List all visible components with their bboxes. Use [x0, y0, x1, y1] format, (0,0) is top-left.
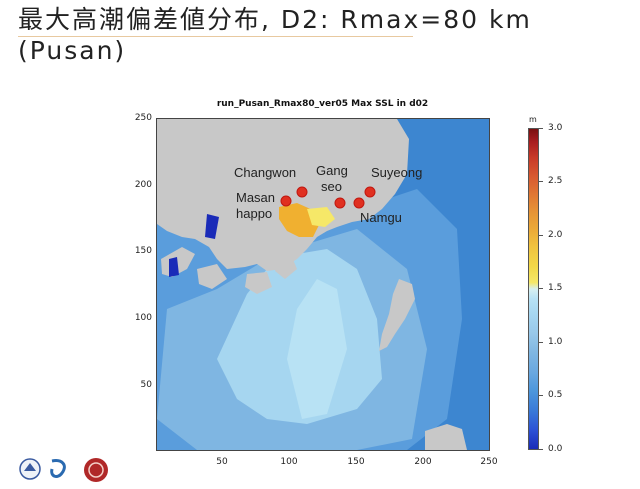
slide-title-line1: 最大高潮偏差値分布, D2: Rmax=80 km	[18, 5, 532, 34]
colorbar-tickmark	[538, 288, 543, 289]
land-island	[197, 264, 227, 289]
x-tick: 150	[347, 457, 365, 467]
label-gang: Gang	[316, 163, 348, 178]
colorbar	[528, 128, 539, 450]
colorbar-tick: 3.0	[548, 123, 563, 133]
marker-namgu	[353, 197, 365, 209]
y-tick: 150	[134, 246, 152, 256]
x-tick: 50	[216, 457, 228, 467]
surge-low-pocket	[169, 257, 179, 277]
marker-gangseo	[334, 197, 346, 209]
y-tick: 50	[140, 380, 152, 390]
label-suyeong: Suyeong	[371, 165, 423, 180]
colorbar-tickmark	[538, 235, 543, 236]
label-masan: Masan	[236, 190, 276, 205]
surge-map-svg	[157, 119, 489, 450]
colorbar-tickmark	[538, 395, 543, 396]
title-underline	[18, 36, 413, 37]
land-tsushima	[379, 279, 415, 351]
colorbar-tickmark	[538, 128, 543, 129]
x-tick: 250	[480, 457, 498, 467]
slide-title: 最大高潮偏差値分布, D2: Rmax=80 km (Pusan)	[18, 4, 532, 66]
label-seo: seo	[321, 179, 342, 194]
sea-plume-core	[287, 279, 347, 419]
plot-title: run_Pusan_Rmax80_ver05 Max SSL in d02	[216, 99, 429, 109]
land-island	[245, 272, 272, 294]
colorbar-tickmark	[538, 181, 543, 182]
colorbar-tick: 0.5	[548, 390, 563, 400]
y-tick: 200	[134, 180, 152, 190]
land-peninsula	[157, 119, 409, 271]
surge-low-pocket	[205, 214, 219, 239]
slide-title-line2: (Pusan)	[18, 36, 127, 65]
colorbar-tick: 1.5	[548, 283, 563, 293]
colorbar-tick: 2.5	[548, 176, 563, 186]
y-tick: 100	[134, 313, 152, 323]
label-namgu: Namgu	[360, 210, 402, 225]
land-island	[275, 257, 297, 279]
label-changwon: Changwon	[234, 165, 297, 180]
red-seal-icon	[84, 458, 108, 482]
colorbar-tickmark	[538, 342, 543, 343]
surge-mid-bay	[307, 207, 335, 227]
marker-changwon	[296, 186, 308, 198]
colorbar-tick: 2.0	[548, 230, 563, 240]
marker-suyeong	[364, 186, 376, 198]
label-happo: happo	[236, 206, 273, 221]
surge-map	[156, 118, 490, 451]
y-tick: 250	[134, 113, 152, 123]
x-tick: 100	[280, 457, 298, 467]
wave-logo-icon	[50, 459, 66, 478]
x-tick: 200	[414, 457, 432, 467]
institution-logos	[19, 458, 108, 482]
colorbar-tick: 0.0	[548, 444, 563, 454]
marker-masan	[280, 195, 292, 207]
colorbar-unit: m	[529, 115, 537, 124]
colorbar-tick: 1.0	[548, 337, 563, 347]
colorbar-tickmark	[538, 449, 543, 450]
land-japan	[425, 424, 467, 450]
